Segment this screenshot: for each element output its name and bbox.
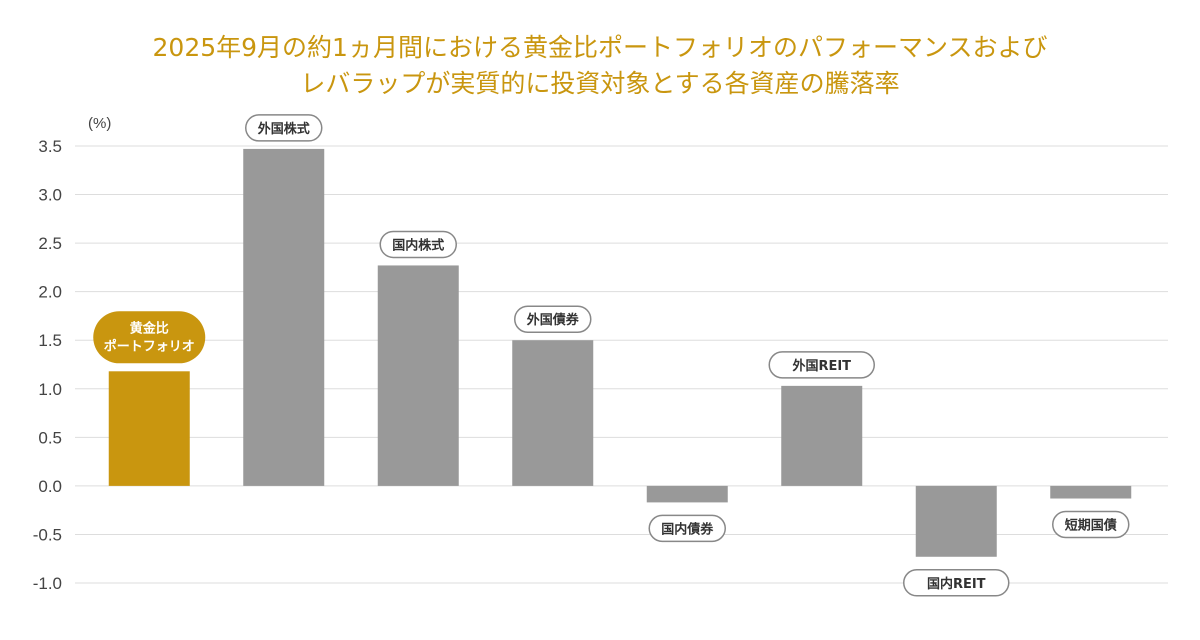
label-pill [648, 514, 726, 543]
y-axis-ticks: 3.5 3.0 2.5 2.0 1.5 1.0 0.5 0.0 -0.5 -1.0 [33, 137, 62, 593]
chart-title-line-1: 2025年9月の約1ヵ月間における黄金比ポートフォリオのパフォーマンスおよび [152, 33, 1048, 62]
label-pill [514, 305, 592, 333]
label-pill [1052, 510, 1130, 539]
y-tick-label: 0.5 [38, 428, 62, 447]
y-tick-label: 3.5 [38, 137, 62, 156]
y-tick-label: -0.5 [33, 525, 62, 544]
bars [108, 148, 1132, 557]
label-pill [768, 351, 875, 379]
bar-label-text: 短期国債 [1065, 518, 1117, 534]
y-tick-label: 0.0 [38, 477, 62, 496]
label-pill [379, 230, 457, 259]
bar-label-text: 黄金比 [130, 320, 169, 336]
label-pill [903, 569, 1010, 597]
bar-label: 国内債券 [648, 514, 726, 543]
bar-label-text: 国内株式 [392, 237, 444, 253]
bar-label: 短期国債 [1052, 510, 1130, 539]
bar-label: 国内REIT [903, 569, 1010, 597]
bar-label-text: 外国REIT [791, 358, 851, 374]
bar-label-text: 国内債券 [661, 521, 714, 537]
bar-外国REIT [781, 385, 863, 486]
bar-外国株式 [243, 148, 325, 486]
bar-黄金比ポートフォリオ [108, 371, 190, 486]
bar-label: 国内株式 [379, 230, 457, 259]
bar-国内債券 [646, 485, 728, 503]
bar-label-text: ポートフォリオ [104, 338, 195, 354]
highlight-label-pill [93, 311, 206, 364]
bar-外国債券 [512, 340, 594, 486]
label-pill [245, 114, 323, 142]
bar-短期国債 [1050, 485, 1132, 499]
bar-label: 外国REIT [768, 351, 875, 379]
bar-label-text: 外国債券 [526, 312, 580, 328]
y-tick-label: 1.0 [38, 380, 62, 399]
bar-国内株式 [377, 265, 459, 486]
chart-title: 2025年9月の約1ヵ月間における黄金比ポートフォリオのパフォーマンスおよび レ… [0, 30, 1200, 102]
y-tick-label: 3.0 [38, 186, 62, 205]
y-tick-label: 1.5 [38, 331, 62, 350]
y-tick-label: -1.0 [33, 574, 62, 593]
y-axis-unit: (%) [88, 115, 111, 132]
bar-label: 外国債券 [514, 305, 592, 333]
bar-label-text: 外国株式 [257, 121, 310, 137]
bar-label: 黄金比ポートフォリオ [93, 311, 206, 364]
chart-title-line-2: レバラップが実質的に投資対象とする各資産の騰落率 [300, 69, 900, 98]
y-tick-label: 2.0 [38, 283, 62, 302]
bar-国内REIT [915, 485, 997, 557]
bar-label: 外国株式 [245, 114, 323, 142]
bar-label-text: 国内REIT [927, 576, 986, 592]
y-tick-label: 2.5 [38, 234, 62, 253]
grid-lines [75, 145, 1168, 584]
